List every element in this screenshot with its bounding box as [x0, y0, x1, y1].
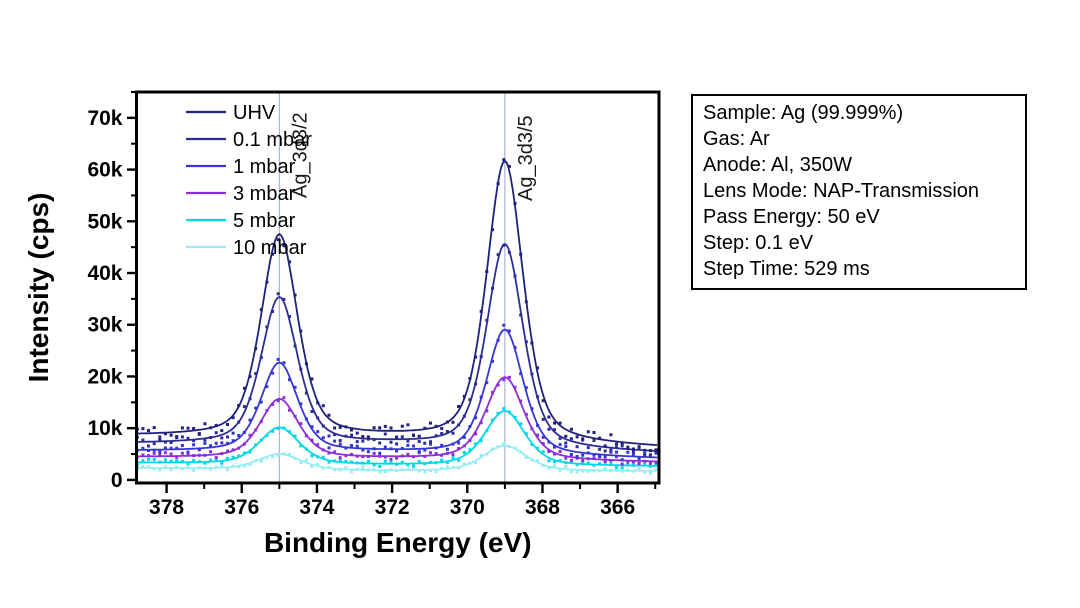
series-points-UHV — [136, 158, 658, 453]
series-curve-UHV — [136, 159, 658, 446]
series-curve-0.1-mbar — [136, 242, 658, 452]
legend-label-0.1-mbar: 0.1 mbar — [233, 129, 312, 151]
info-line-pass-energy: Pass Energy: 50 eV — [703, 206, 880, 228]
info-line-sample: Sample: Ag (99.999%) — [703, 102, 904, 124]
info-line-step: Step: 0.1 eV — [703, 232, 814, 254]
svg-text:30k: 30k — [87, 314, 122, 337]
svg-text:376: 376 — [224, 496, 259, 519]
series-points-3-mbar — [136, 375, 658, 466]
svg-text:370: 370 — [450, 496, 485, 519]
legend-label-1-mbar: 1 mbar — [233, 156, 296, 178]
info-line-step-time: Step Time: 529 ms — [703, 258, 870, 280]
svg-text:60k: 60k — [87, 159, 122, 182]
svg-text:368: 368 — [525, 496, 560, 519]
svg-text:372: 372 — [375, 496, 410, 519]
series-curve-1-mbar — [136, 328, 658, 459]
y-axis-title: Intensity (cps) — [23, 193, 54, 383]
legend-label-10-mbar: 10 mbar — [233, 237, 307, 259]
info-line-anode: Anode: Al, 350W — [703, 154, 852, 176]
svg-text:374: 374 — [299, 496, 334, 519]
series-layer — [136, 158, 658, 475]
y-axis: 0 10k 20k 30k 40k 50k 60k 70k — [87, 91, 137, 492]
legend-label-5-mbar: 5 mbar — [233, 210, 296, 232]
svg-text:20k: 20k — [87, 365, 122, 388]
svg-text:50k: 50k — [87, 210, 122, 233]
acquisition-info-box: Sample: Ag (99.999%) Gas: Ar Anode: Al, … — [691, 94, 1027, 290]
svg-text:10k: 10k — [87, 417, 122, 440]
svg-text:0: 0 — [111, 469, 123, 492]
x-axis: 378 376 374 372 370 368 366 — [149, 483, 657, 519]
peak-label-2: Ag_3d3/5 — [515, 115, 537, 201]
svg-text:366: 366 — [600, 496, 635, 519]
series-points-0.1-mbar — [136, 243, 658, 457]
info-line-lens-mode: Lens Mode: NAP-Transmission — [703, 180, 980, 202]
peak-label-1: Ag_3d3/2 — [289, 112, 311, 198]
svg-text:378: 378 — [149, 496, 184, 519]
svg-text:40k: 40k — [87, 262, 122, 285]
info-line-gas: Gas: Ar — [703, 128, 770, 150]
series-points-5-mbar — [136, 407, 658, 470]
svg-text:70k: 70k — [87, 107, 122, 130]
x-axis-title: Binding Energy (eV) — [264, 527, 532, 558]
legend-label-3-mbar: 3 mbar — [233, 183, 296, 205]
legend: UHV 0.1 mbar 1 mbar 3 mbar 5 mbar 10 mbar — [186, 102, 312, 259]
series-points-10-mbar — [136, 442, 658, 475]
series-points-1-mbar — [136, 323, 658, 462]
plot-frame — [135, 90, 661, 485]
legend-label-UHV: UHV — [233, 102, 276, 124]
